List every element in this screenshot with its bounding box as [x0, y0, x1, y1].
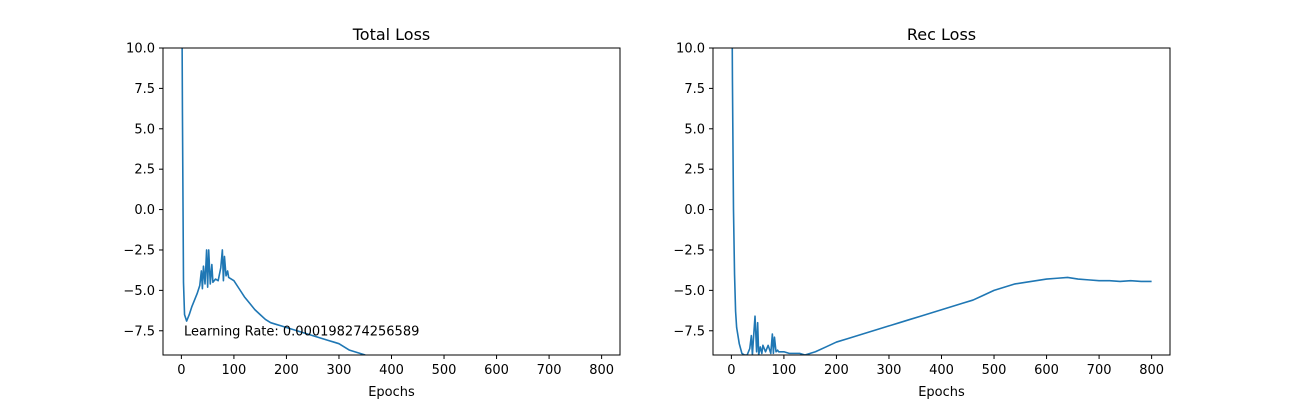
- x-tick-label: 700: [537, 363, 562, 378]
- x-axis-label: Epochs: [368, 385, 415, 400]
- x-tick-label: 600: [484, 363, 509, 378]
- x-tick-label: 0: [727, 363, 735, 378]
- x-tick-label: 300: [327, 363, 352, 378]
- x-tick-label: 200: [824, 363, 849, 378]
- x-tick-label: 500: [982, 363, 1007, 378]
- plot-frame: [712, 47, 1171, 356]
- x-tick-label: 100: [771, 363, 796, 378]
- y-tick-label: 7.5: [134, 82, 155, 97]
- axis-ticks: 0 100 200 300 400 500 600 700 800 −7.5 −5.0 −2.5 0.0…: [673, 42, 1164, 379]
- chart-title: Rec Loss: [907, 25, 976, 44]
- y-tick-label: −5.0: [123, 284, 155, 299]
- y-tick-label: −5.0: [673, 284, 705, 299]
- x-tick-label: 400: [929, 363, 954, 378]
- rec-loss-plot: Rec Loss 0 100 200 300 400 500 600 700 800 −7.5 −5…: [673, 25, 1171, 400]
- x-tick-label: 700: [1087, 363, 1112, 378]
- y-tick-label: 7.5: [684, 82, 705, 97]
- chart-title: Total Loss: [352, 25, 431, 44]
- x-tick-label: 300: [877, 363, 902, 378]
- x-axis-label: Epochs: [918, 385, 965, 400]
- y-tick-label: −7.5: [123, 324, 155, 339]
- y-tick-label: −2.5: [123, 243, 155, 258]
- y-tick-label: 2.5: [134, 163, 155, 178]
- y-tick-label: 0.0: [684, 203, 705, 218]
- x-tick-label: 500: [432, 363, 457, 378]
- total-loss-plot: Total Loss 0 100 200 300 400 500 600 700 800 −7.5…: [123, 25, 621, 400]
- y-tick-label: 2.5: [684, 163, 705, 178]
- y-tick-label: −7.5: [673, 324, 705, 339]
- x-tick-label: 600: [1034, 363, 1059, 378]
- plot-frame: [162, 47, 621, 356]
- y-tick-label: 5.0: [134, 122, 155, 137]
- x-tick-label: 100: [221, 363, 246, 378]
- y-tick-label: 5.0: [684, 122, 705, 137]
- y-tick-label: 0.0: [134, 203, 155, 218]
- y-tick-label: −2.5: [673, 243, 705, 258]
- x-tick-label: 800: [589, 363, 614, 378]
- learning-rate-annotation: Learning Rate: 0.000198274256589: [184, 325, 419, 340]
- x-tick-label: 0: [177, 363, 185, 378]
- y-tick-label: 10.0: [126, 42, 155, 57]
- x-tick-label: 200: [274, 363, 299, 378]
- y-tick-label: 10.0: [676, 42, 705, 57]
- axis-ticks: 0 100 200 300 400 500 600 700 800 −7.5 −5.0 −2.5 0.0…: [123, 42, 614, 379]
- series-line: [181, 48, 366, 355]
- x-tick-label: 800: [1139, 363, 1164, 378]
- x-tick-label: 400: [379, 363, 404, 378]
- series-line: [731, 48, 1152, 355]
